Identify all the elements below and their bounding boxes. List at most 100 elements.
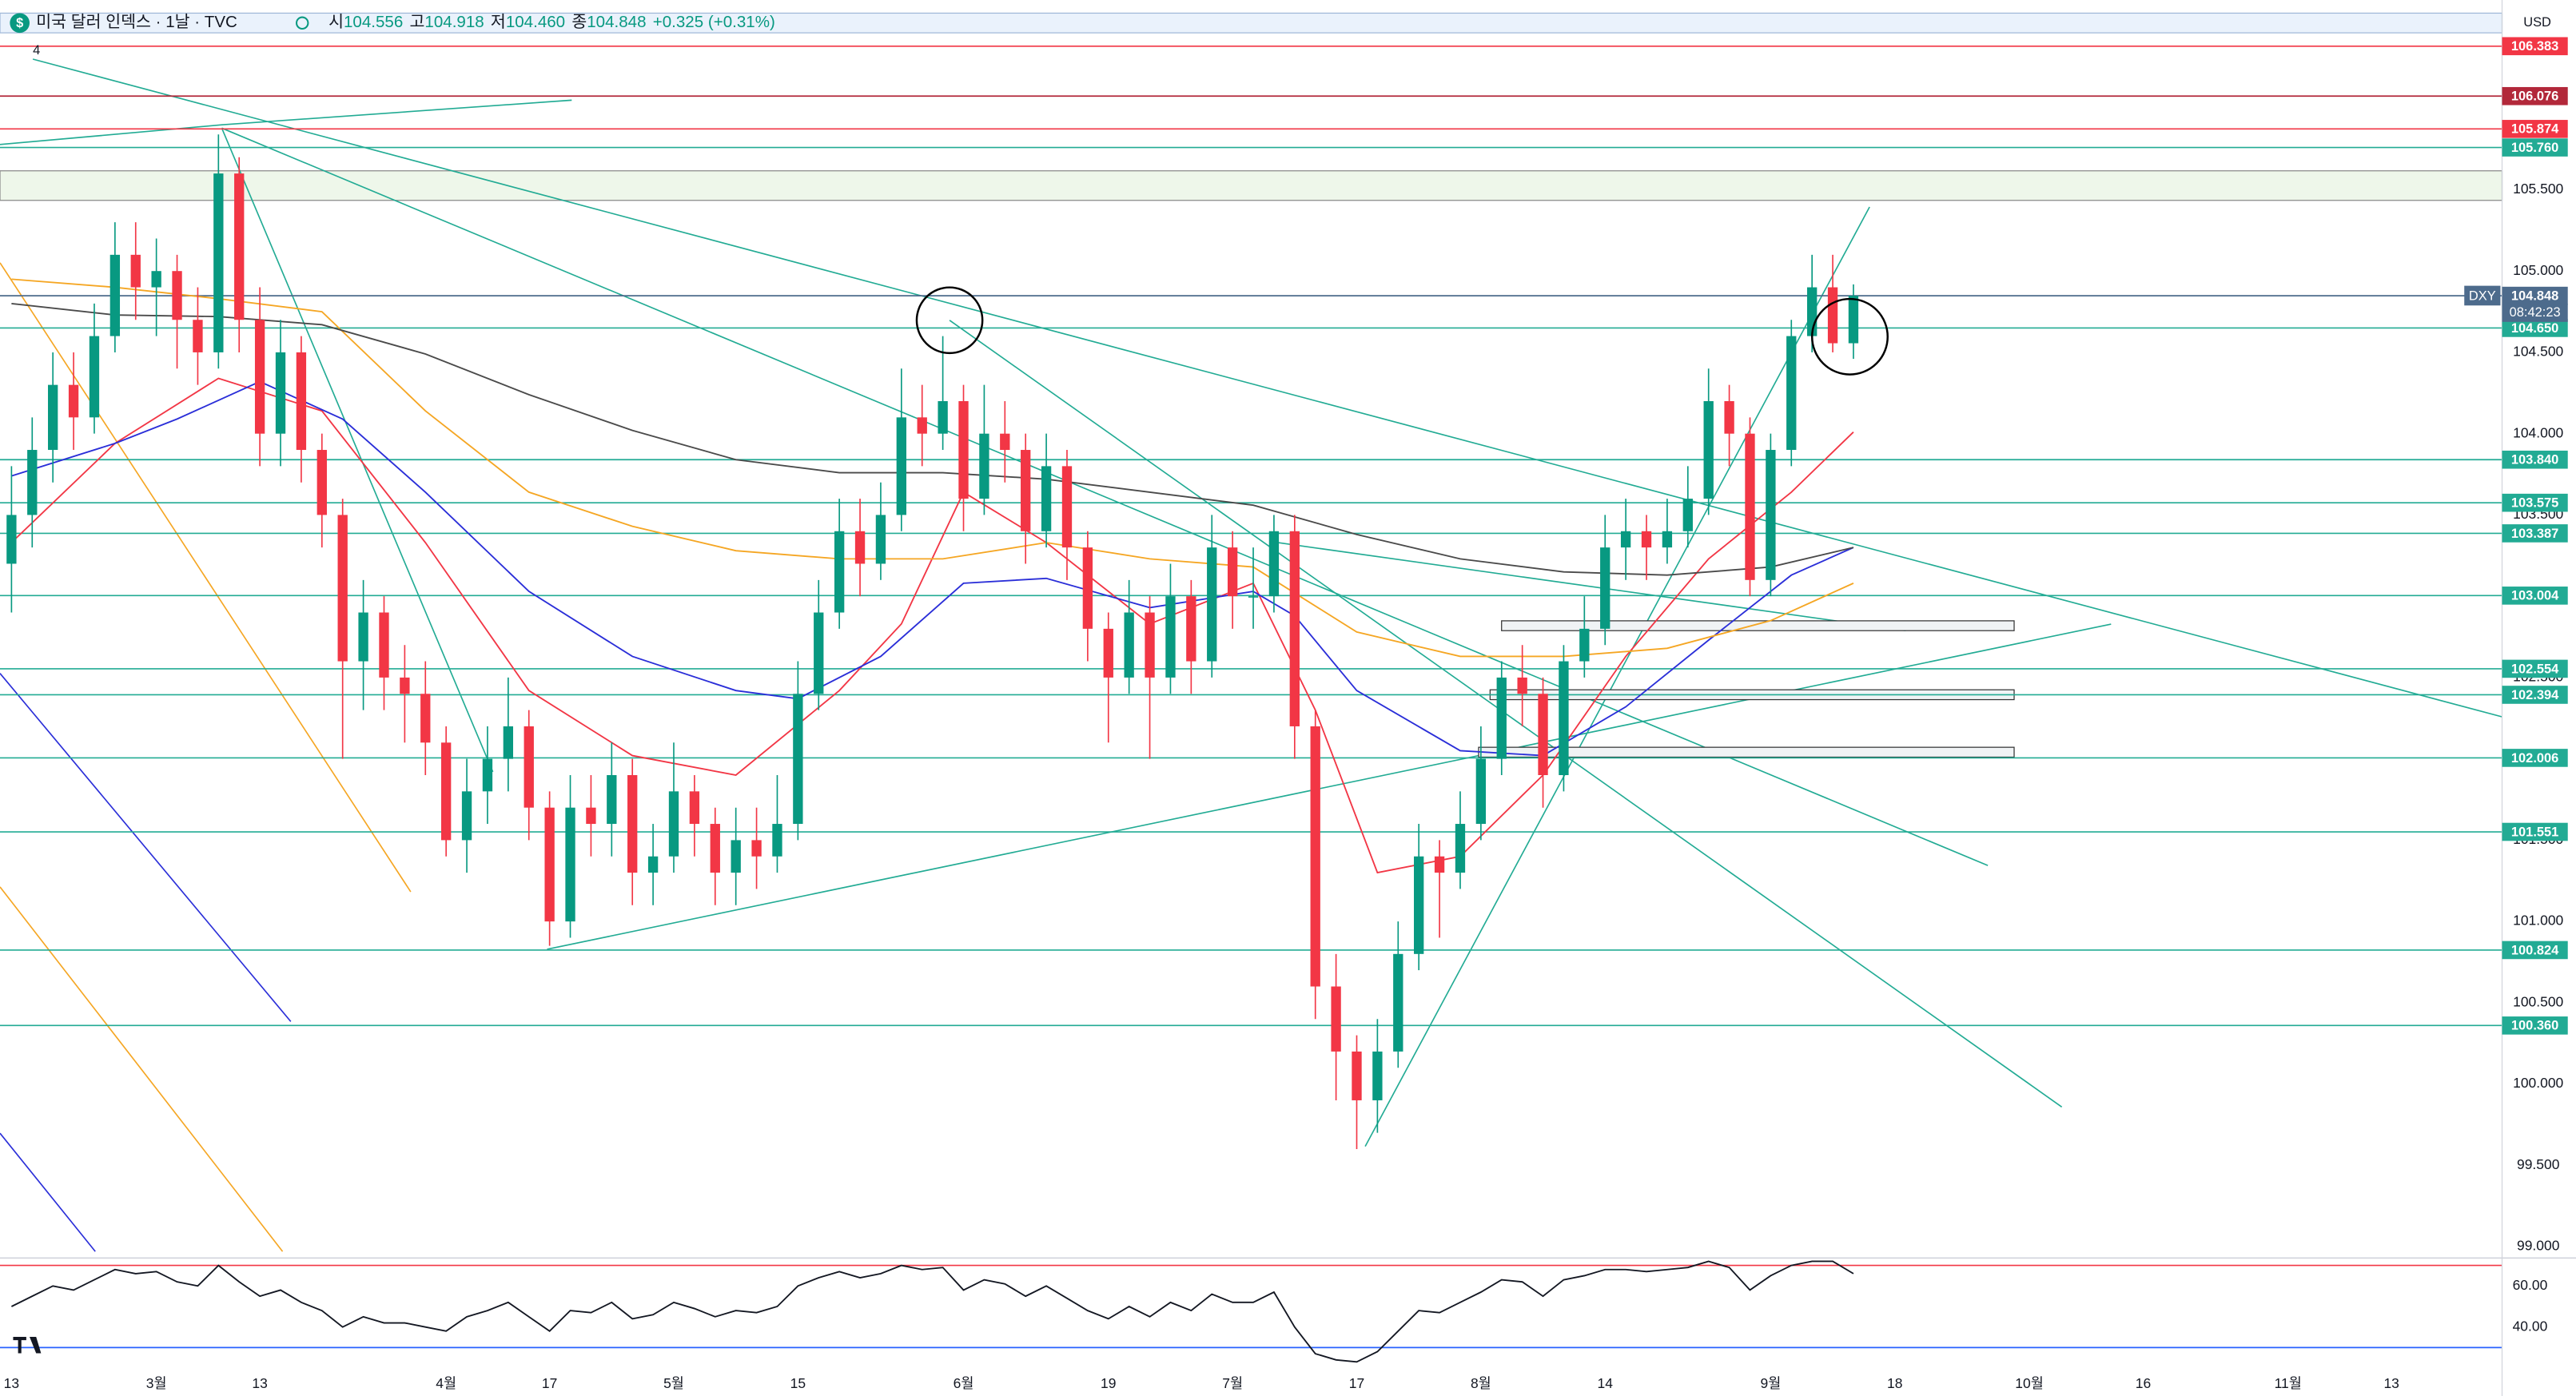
candle-body xyxy=(213,173,224,352)
level-label: 101.551 xyxy=(2511,825,2558,839)
candle-body xyxy=(544,807,555,922)
candle-body xyxy=(1538,694,1548,775)
symbol-icon-glyph: $ xyxy=(16,16,23,30)
candle-body xyxy=(503,726,514,759)
trend-line xyxy=(1364,206,1870,1147)
level-label: 103.575 xyxy=(2511,496,2558,511)
rsi-tick-label: 60.00 xyxy=(2513,1277,2548,1293)
candle-body xyxy=(731,840,741,873)
candle-body xyxy=(1310,726,1320,987)
candle-body xyxy=(151,271,161,288)
candle-body xyxy=(1021,450,1031,531)
candle-body xyxy=(1579,628,1590,662)
candle-body xyxy=(1766,450,1776,580)
candle-body xyxy=(1268,531,1280,597)
level-tag xyxy=(2502,286,2568,305)
level-label: 102.394 xyxy=(2511,688,2559,702)
candle-body xyxy=(337,515,348,662)
y-tick-label: 104.000 xyxy=(2513,424,2563,440)
candle-body xyxy=(772,824,782,857)
candle-body xyxy=(896,417,906,515)
symbol-tag xyxy=(2464,285,2501,306)
x-tick-label: 10월 xyxy=(2015,1375,2044,1391)
logo xyxy=(13,1337,42,1354)
ohlc-label: 고 xyxy=(410,13,425,31)
candle-body xyxy=(1786,336,1797,451)
level-label: 103.004 xyxy=(2511,589,2559,603)
x-tick-label: 3월 xyxy=(146,1375,167,1391)
ohlc-label: 저 xyxy=(491,13,506,31)
candle-body xyxy=(565,807,575,922)
level-tag xyxy=(2502,120,2568,138)
candle-body xyxy=(461,791,472,841)
candle-body xyxy=(1207,547,1217,662)
symbol-title: 미국 달러 인덱스 · 1날 · TVC xyxy=(36,13,237,31)
candle-body xyxy=(1455,824,1466,873)
candle-body xyxy=(1434,856,1445,873)
ohlc-label: 시 xyxy=(328,13,344,31)
level-tag xyxy=(2502,941,2568,960)
x-tick-label: 7월 xyxy=(1222,1375,1243,1391)
x-tick-label: 6월 xyxy=(954,1375,974,1391)
circle xyxy=(915,286,984,355)
axes: 99.00099.500100.000100.500101.000101.500… xyxy=(4,37,2568,1391)
candle-body xyxy=(1600,547,1610,629)
candle-body xyxy=(627,774,638,873)
level-tag xyxy=(2502,86,2568,105)
candle-body xyxy=(793,694,803,825)
level-label: 103.840 xyxy=(2511,453,2558,467)
level-label: 106.383 xyxy=(2511,39,2558,54)
trend-line xyxy=(221,127,1989,866)
candle-body xyxy=(607,774,617,825)
x-tick-label: 17 xyxy=(1349,1375,1364,1391)
x-tick-label: 17 xyxy=(542,1375,557,1391)
candle-body xyxy=(193,320,203,352)
y-tick-label: 101.000 xyxy=(2513,913,2563,929)
level-tag xyxy=(2502,450,2568,469)
candle-body xyxy=(647,856,659,873)
circle xyxy=(1810,297,1889,376)
change: +0.325 (+0.31%) xyxy=(653,13,775,31)
level-tag xyxy=(2502,587,2568,605)
level-label: 102.006 xyxy=(2511,751,2558,766)
candle-body xyxy=(710,824,720,873)
candle-body xyxy=(1000,433,1010,451)
candle-body xyxy=(586,807,596,825)
level-tag xyxy=(2502,493,2568,512)
level-label: 100.360 xyxy=(2511,1019,2558,1033)
candle-body xyxy=(814,612,824,694)
candle-body xyxy=(27,450,38,515)
candle-body xyxy=(1559,661,1569,775)
ohlc-value: 104.918 xyxy=(424,13,484,31)
candle-body xyxy=(1145,612,1155,678)
countdown: 08:42:23 xyxy=(2510,305,2561,320)
candle-body xyxy=(440,742,452,841)
candle-body xyxy=(358,612,368,662)
candle-body xyxy=(1745,433,1755,580)
rsi-line xyxy=(10,1260,1854,1363)
y-tick-label: 99.000 xyxy=(2517,1238,2560,1254)
candle-body xyxy=(172,271,182,320)
currency: USD xyxy=(2523,15,2551,30)
marks xyxy=(0,134,2502,1363)
x-tick-label: 9월 xyxy=(1760,1375,1781,1391)
candle-body xyxy=(1641,531,1652,548)
candle-body xyxy=(1061,466,1073,548)
candle-body xyxy=(689,791,700,825)
level-label: 105.874 xyxy=(2511,122,2559,137)
candle-body xyxy=(1848,296,1859,344)
ohlc-value: 104.556 xyxy=(344,13,403,31)
candle-body xyxy=(1227,547,1238,597)
x-tick-label: 18 xyxy=(1887,1375,1902,1391)
rsi-tick-label: 40.00 xyxy=(2513,1318,2548,1334)
candle-body xyxy=(109,254,121,336)
candle-body xyxy=(317,450,327,515)
candle-body xyxy=(6,515,17,564)
x-tick-label: 4월 xyxy=(436,1375,456,1391)
level-label: 100.824 xyxy=(2511,943,2559,957)
symbol-tag-text: DXY xyxy=(2469,288,2496,303)
candle-body xyxy=(1352,1051,1362,1100)
trend-line xyxy=(1272,541,1906,632)
